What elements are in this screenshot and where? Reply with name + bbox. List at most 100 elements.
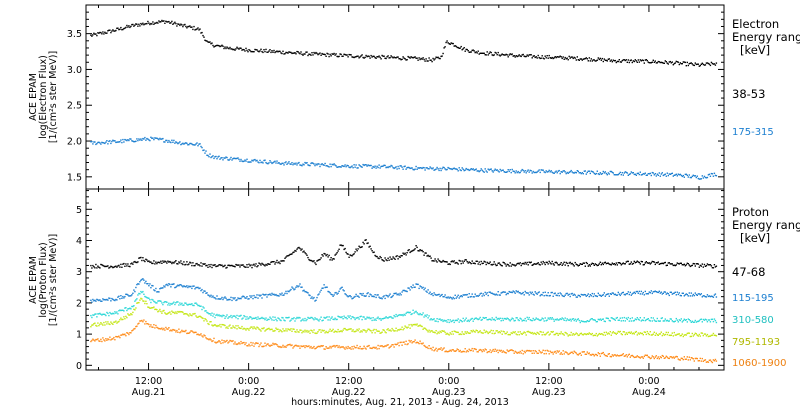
data-point [121,297,123,299]
data-point [185,286,187,288]
data-point [425,252,427,254]
data-point [277,345,279,347]
data-point [517,331,519,333]
data-point [584,333,586,335]
data-point [145,300,147,302]
data-point [488,169,490,171]
data-point [252,264,254,266]
data-point [549,350,551,352]
data-point [325,55,327,57]
data-point [616,316,618,319]
data-point [340,346,342,348]
data-point [710,61,713,64]
xtick-label-time: 0:00 [638,376,659,387]
data-point [285,51,287,54]
data-point [624,333,626,336]
data-point [662,262,664,265]
data-point [629,173,631,175]
data-point [700,178,702,180]
data-point [420,325,422,327]
data-point [642,291,644,294]
data-point [473,50,475,52]
data-point [333,331,335,333]
data-point [541,263,543,265]
data-point [489,261,491,263]
data-point [260,330,262,332]
data-point [362,316,364,318]
data-point [153,260,155,262]
data-point [564,351,566,353]
data-point [481,332,483,334]
data-point [313,319,315,321]
data-point [237,297,239,299]
data-point [586,351,588,353]
data-point [180,331,182,333]
data-point [122,138,124,141]
data-point [606,355,608,357]
data-point [316,260,318,262]
data-point [335,291,337,294]
data-point [138,322,140,324]
data-point [403,313,405,316]
data-point [246,49,248,52]
data-point [676,291,678,293]
data-point [449,263,451,266]
data-point [645,354,647,357]
data-point [500,292,502,294]
ytick-label: 3.0 [67,65,82,76]
data-point [656,357,658,360]
data-point [207,294,209,296]
data-point [130,308,132,310]
data-point [517,262,519,264]
data-point [476,295,478,297]
data-point [146,296,148,299]
data-point [273,161,275,163]
data-point [334,346,336,348]
data-point [221,323,223,326]
ytick-label: 1 [76,330,82,341]
data-point [477,318,479,321]
data-point [549,333,551,335]
data-point [576,170,578,172]
data-point [478,53,480,55]
data-point [102,298,104,300]
data-point [466,320,468,322]
data-point [563,353,565,355]
data-point [145,23,147,25]
data-point [497,170,499,172]
data-point [454,350,456,352]
data-point [601,352,603,354]
data-point [563,170,565,172]
data-point [448,263,450,265]
data-point [670,334,672,336]
data-point [403,289,405,292]
data-point [164,312,166,314]
data-point [215,314,217,316]
data-point [222,159,224,161]
data-point [254,317,256,319]
data-point [427,289,429,291]
data-point [161,302,163,304]
data-point [249,327,251,329]
data-point [550,291,552,294]
data-point [457,294,459,296]
data-point [361,318,363,321]
data-point [378,257,380,260]
data-point [477,351,479,353]
data-point [191,287,193,290]
data-point [491,350,493,352]
data-point [693,294,695,297]
data-point [532,293,534,295]
data-point [593,264,595,266]
data-point [695,321,697,323]
data-point [244,159,246,161]
data-point [571,292,573,295]
data-point [104,313,106,316]
data-point [292,287,294,289]
data-point [338,248,340,250]
data-point [95,324,97,327]
data-point [281,260,283,262]
data-point [372,55,374,57]
data-point [214,324,216,326]
data-point [208,313,210,315]
